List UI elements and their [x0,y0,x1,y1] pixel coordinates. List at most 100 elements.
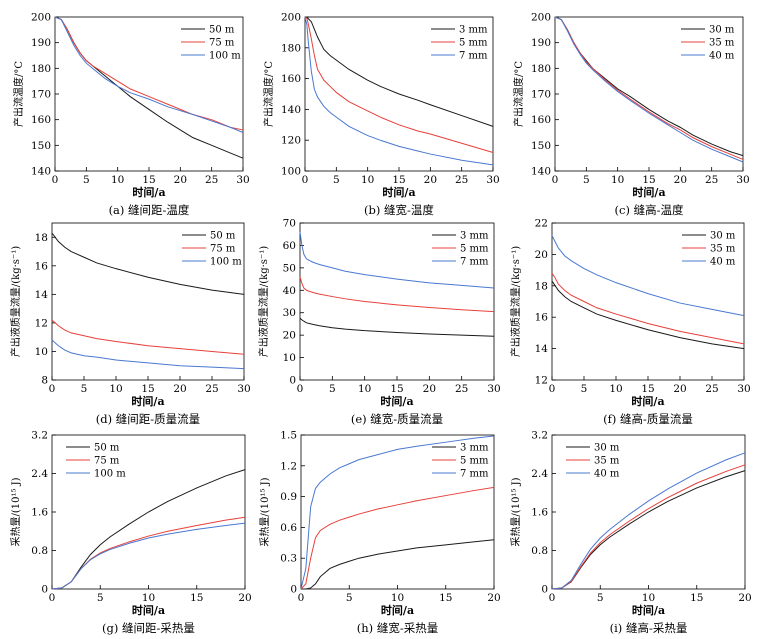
series-line-50m [51,232,245,295]
series-line-5mm [300,486,495,590]
legend-label: 5 mm [460,244,489,255]
legend-label: 35 m [594,456,620,467]
x-tick-label: 10 [111,174,124,186]
x-tick-label: 30 [486,174,499,186]
panel-a: 0 5 10 15 20 25 30 140 150 160 170 180 190 200 时间/a 产出流… [12,12,250,218]
series-line-30m [551,470,746,590]
y-tick-label: 180 [31,63,51,75]
x-tick-label: 25 [455,174,468,186]
y-tick-label: 140 [531,166,551,178]
y-tick-label: 180 [281,42,301,54]
panel-caption: (c) 缝高-温度 [615,203,684,217]
y-tick-label: 16 [35,260,49,272]
y-tick-label: 160 [281,73,301,85]
x-tick-label: 5 [81,383,88,395]
legend-label: 5 mm [459,38,488,49]
legend-label: 40 m [709,51,735,62]
x-tick-label: 15 [439,592,452,604]
x-tick-label: 15 [690,592,703,604]
y-tick-label: 160 [31,114,51,126]
x-axis-label: 时间/a [631,394,664,408]
x-tick-label: 10 [391,592,404,604]
x-tick-label: 5 [329,383,336,395]
x-axis-label: 时间/a [380,394,413,408]
legend-label: 3 mm [459,25,488,36]
y-tick-label: 16 [535,312,549,324]
y-tick-label: 2.4 [31,468,48,480]
x-tick-label: 0 [302,174,309,186]
y-tick-label: 0 [41,584,48,596]
panel-caption: (i) 缝高-采热量 [610,621,688,635]
y-tick-label: 200 [31,12,51,24]
panel-caption: (d) 缝间距-质量流量 [96,412,200,426]
legend-label: 75 m [94,456,120,467]
panel-h: 0 5 10 15 20 0 0.3 0.6 0.9 1.2 1.5 时间/a 采热量/(10¹⁵ J)… [258,430,501,636]
x-tick-label: 15 [142,174,155,186]
y-tick-label: 10 [283,352,296,364]
y-tick-label: 120 [281,135,301,147]
panel-caption: (f) 缝高-质量流量 [603,412,693,426]
y-tick-label: 1.6 [31,507,48,519]
y-tick-label: 14 [535,343,549,355]
series-line-100m [51,339,245,370]
series-line-3mm [299,317,495,337]
series-line-3mm [305,16,494,127]
y-axis-label: 产出液质量流量/(kg·s⁻¹) [9,246,22,357]
legend-label: 7 mm [460,469,489,480]
x-tick-label: 10 [609,383,622,395]
x-axis-label: 时间/a [132,603,165,617]
panel-d: 0 5 10 15 20 25 30 8 10 12 14 16 18 时间/a 产出液质量流量/(kg·s… [9,222,251,426]
panel-caption: (b) 缝宽-温度 [364,203,434,217]
y-tick-label: 140 [31,166,51,178]
legend-label: 100 m [210,257,242,268]
y-tick-label: 0.6 [280,522,297,534]
y-tick-label: 0.3 [280,553,297,565]
y-tick-label: 0.9 [280,491,297,503]
y-tick-label: 1.2 [280,460,297,472]
legend-label: 50 m [94,443,120,454]
legend-label: 5 mm [460,456,489,467]
x-tick-label: 10 [358,383,371,395]
series-line-7mm [304,16,494,166]
legend-label: 50 m [210,231,236,242]
legend-label: 75 m [210,244,236,255]
x-tick-label: 0 [552,174,559,186]
x-axis-label: 时间/a [131,394,164,408]
y-tick-label: 30 [283,307,296,319]
x-axis-label: 时间/a [632,185,665,199]
series-line-100m [51,522,246,590]
series-line-7mm [300,435,495,590]
legend-label: 35 m [710,244,736,255]
y-tick-label: 60 [283,240,296,252]
legend-label: 40 m [594,469,620,480]
x-tick-label: 15 [641,383,654,395]
x-tick-label: 5 [583,174,590,186]
legend-label: 3 mm [460,231,489,242]
y-tick-label: 12 [35,317,48,329]
y-axis-label: 产出流温度/°C [12,61,25,127]
x-axis-label: 时间/a [632,603,665,617]
y-axis-label: 产出液质量流量/(kg·s⁻¹) [509,246,522,357]
x-tick-label: 30 [236,174,249,186]
y-tick-label: 0 [541,584,548,596]
x-tick-label: 0 [297,383,304,395]
series-line-35m [554,16,744,160]
x-tick-label: 15 [642,174,655,186]
x-tick-label: 30 [487,383,500,395]
series-line-40m [551,235,745,317]
legend-label: 35 m [709,38,735,49]
legend-label: 30 m [709,25,735,36]
x-tick-label: 15 [190,592,203,604]
y-tick-label: 18 [35,232,48,244]
x-tick-label: 30 [737,383,750,395]
y-axis-label: 产出流温度/°C [512,61,525,127]
panel-i: 0 5 10 15 20 0 0.8 1.6 2.4 3.2 时间/a 采热量/(10¹⁵ J) (i)… [509,430,752,636]
y-tick-label: 2.4 [531,468,548,480]
series-line-50m [51,469,246,590]
legend-label: 3 mm [460,443,489,454]
y-tick-label: 0 [289,375,296,387]
y-tick-label: 190 [531,37,551,49]
x-tick-label: 0 [52,174,59,186]
x-tick-label: 20 [174,174,187,186]
x-tick-label: 5 [83,174,90,186]
